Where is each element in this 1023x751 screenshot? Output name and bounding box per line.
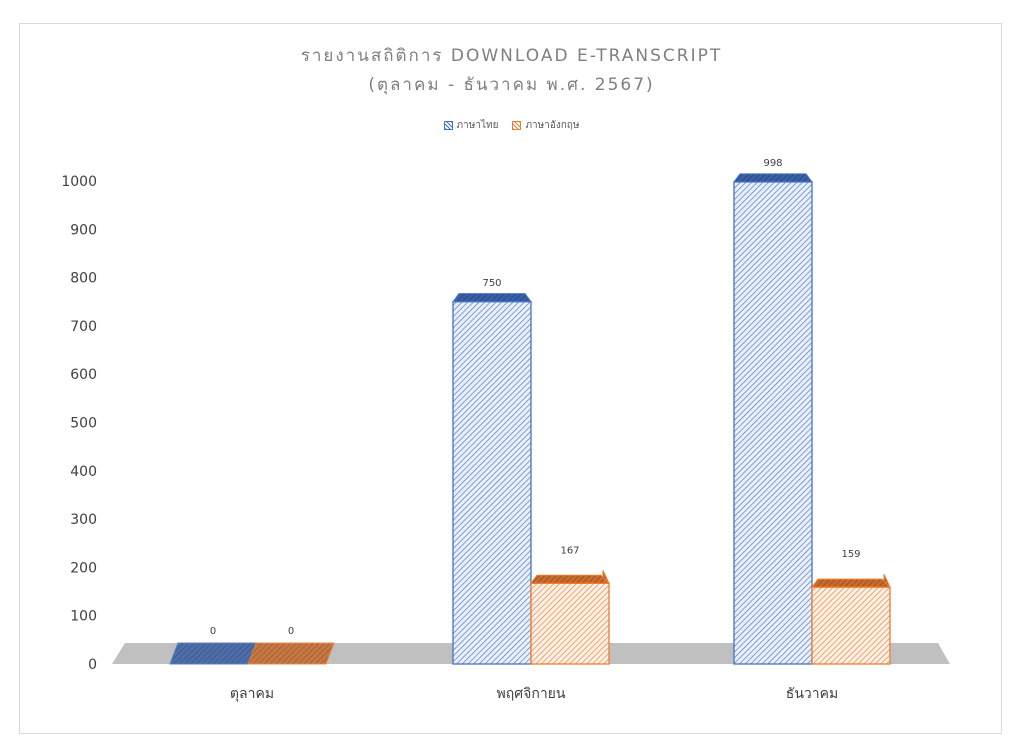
x-tick-label: ธันวาคม xyxy=(786,686,838,702)
y-tick-label: 0 xyxy=(88,657,97,673)
legend-swatch-english xyxy=(512,121,522,130)
y-tick-label: 300 xyxy=(70,512,97,528)
y-tick-label: 900 xyxy=(70,222,97,238)
y-tick-label: 400 xyxy=(70,464,97,480)
y-axis: 0 100 200 300 400 500 600 700 800 900 1000 xyxy=(61,174,97,673)
data-label: 167 xyxy=(560,545,579,556)
x-tick-label: พฤศจิกายน xyxy=(497,686,566,702)
bars-group xyxy=(169,173,892,665)
chart-subtitle-line: (ตุลาคม - ธันวาคม พ.ศ. 2567) xyxy=(368,75,655,95)
chart-title: รายงานสถิติการ DOWNLOAD E-TRANSCRIPT (ตุ… xyxy=(0,42,1023,100)
x-axis: ตุลาคม พฤศจิกายน ธันวาคม xyxy=(230,686,838,702)
y-tick-label: 200 xyxy=(70,560,97,576)
data-label: 0 xyxy=(210,626,216,637)
y-tick-label: 600 xyxy=(70,367,97,383)
data-label: 750 xyxy=(482,278,501,289)
bar-top xyxy=(530,574,611,584)
bar xyxy=(530,582,610,665)
data-label: 0 xyxy=(288,626,294,637)
y-tick-label: 800 xyxy=(70,271,97,287)
bar xyxy=(811,586,891,665)
legend-label-thai: ภาษาไทย xyxy=(456,120,499,131)
data-labels-group: 0 0 750 167 998 159 xyxy=(210,158,861,637)
bar xyxy=(169,642,257,665)
legend-swatch-thai xyxy=(443,121,453,130)
y-tick-label: 500 xyxy=(70,416,97,432)
bar-top xyxy=(452,293,532,303)
y-tick-label: 1000 xyxy=(61,174,97,190)
bar-top xyxy=(733,173,813,183)
chart-legend: ภาษาไทย ภาษาอังกฤษ xyxy=(0,118,1023,133)
legend-label-english: ภาษาอังกฤษ xyxy=(525,120,580,131)
bar xyxy=(247,642,335,665)
bar xyxy=(733,181,813,665)
legend-item-thai: ภาษาไทย xyxy=(443,118,499,133)
y-tick-label: 700 xyxy=(70,319,97,335)
bar xyxy=(452,301,532,665)
legend-item-english: ภาษาอังกฤษ xyxy=(512,118,579,133)
chart-title-line: รายงานสถิติการ DOWNLOAD E-TRANSCRIPT xyxy=(300,46,723,66)
data-label: 159 xyxy=(841,549,860,560)
y-tick-label: 100 xyxy=(70,609,97,625)
data-label: 998 xyxy=(763,158,782,169)
x-tick-label: ตุลาคม xyxy=(230,686,274,702)
bar-top xyxy=(811,578,892,588)
